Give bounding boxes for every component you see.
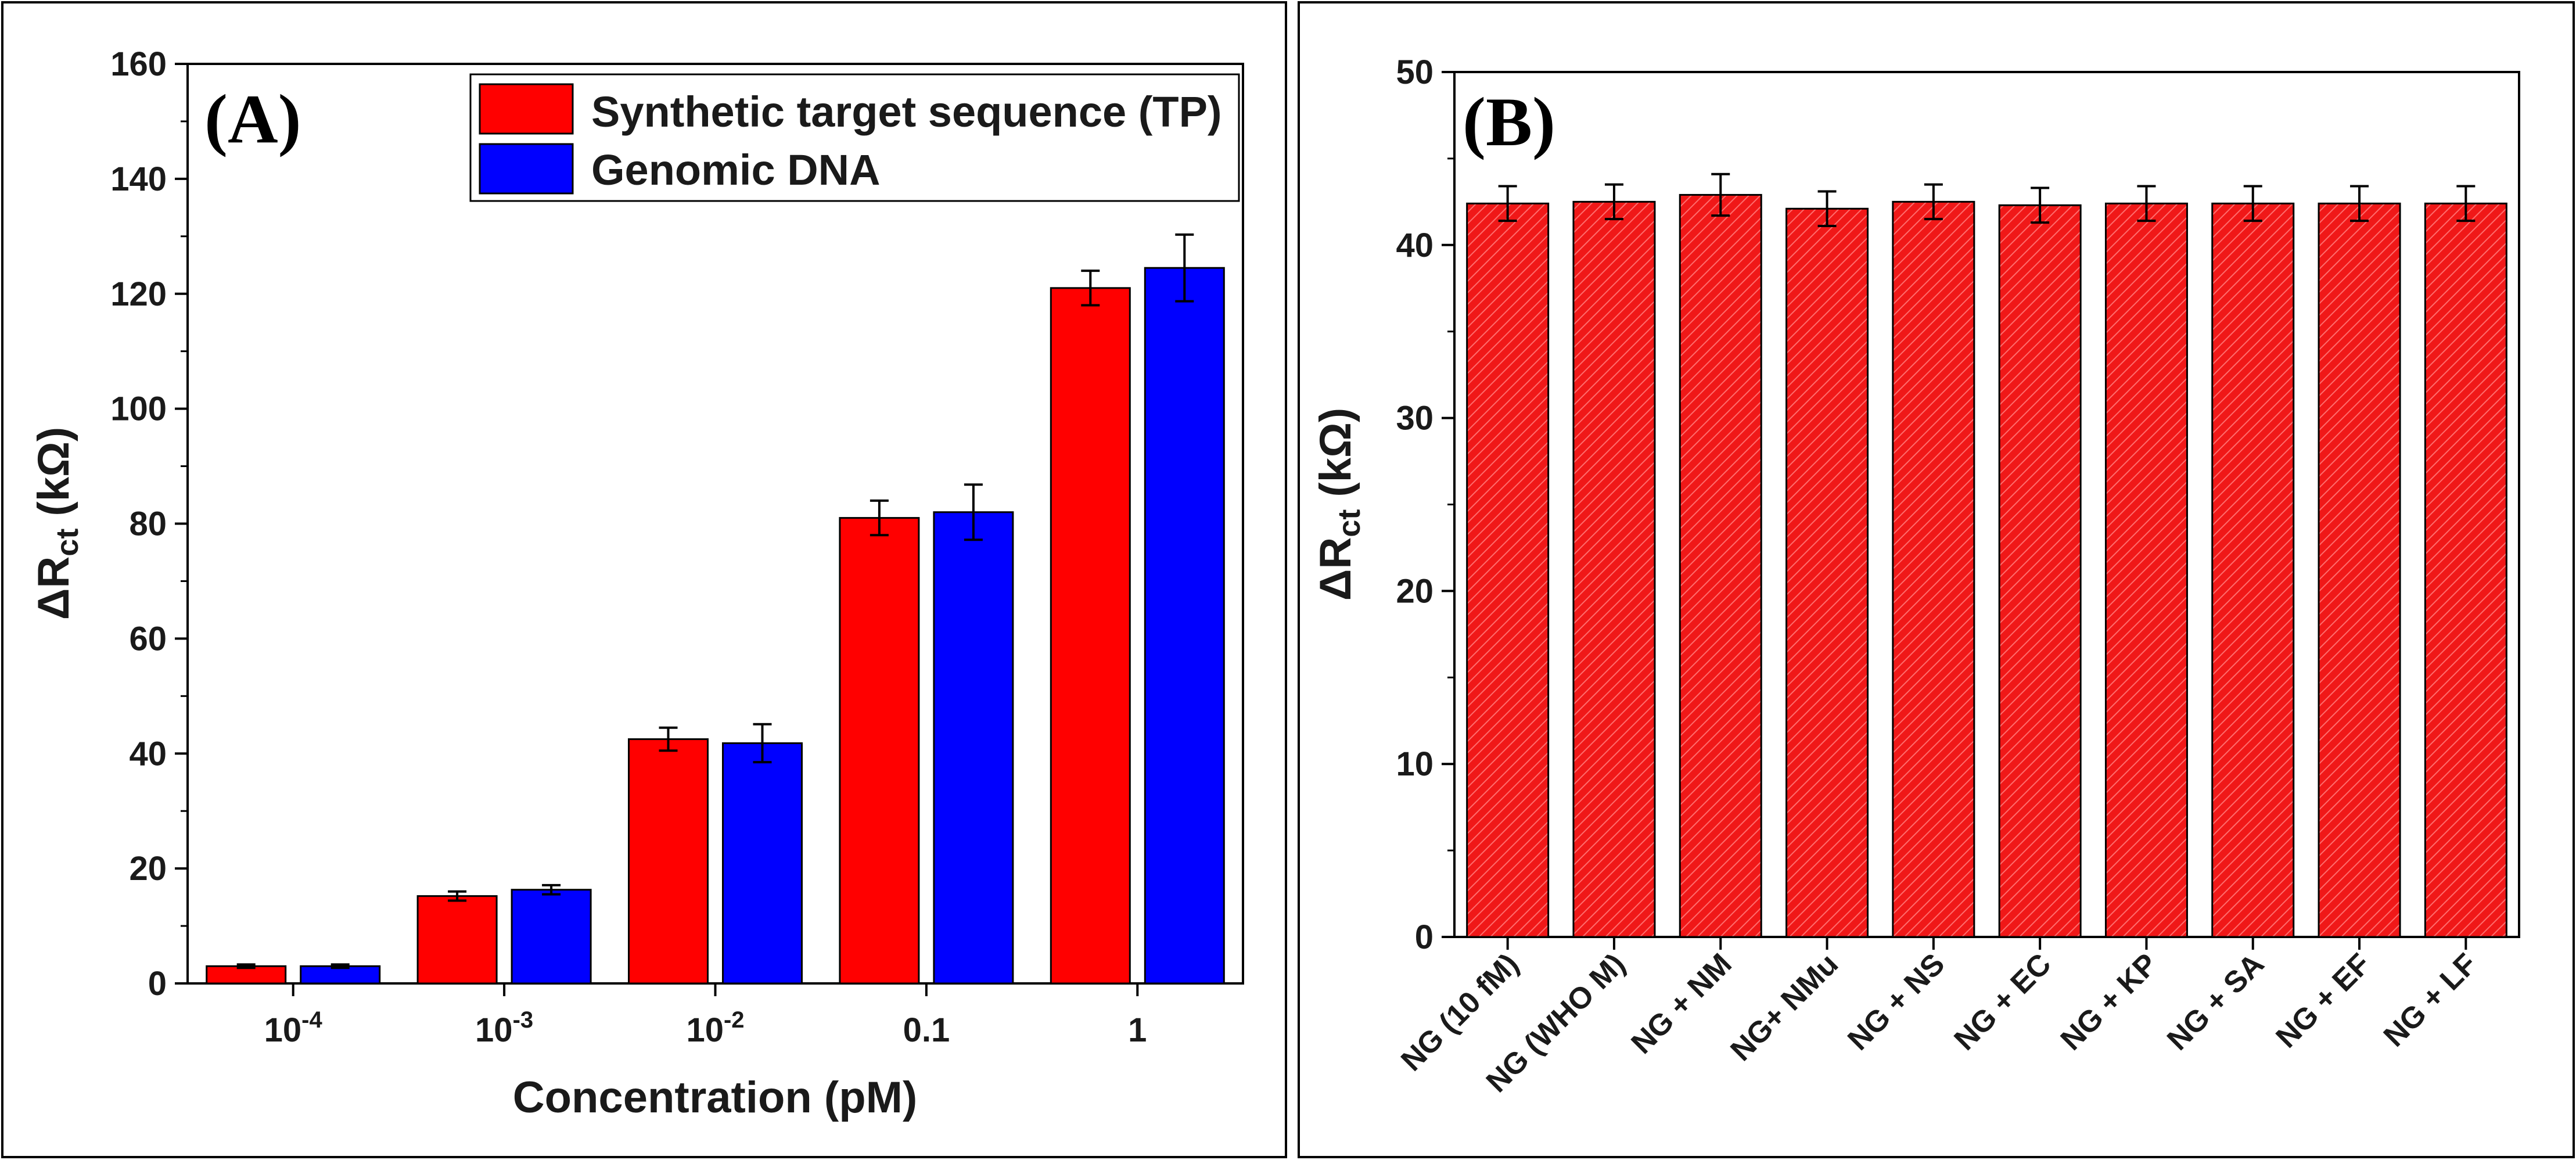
legend-frame bbox=[469, 73, 1240, 202]
panel-b-y-axis-title: ΔRct (kΩ) bbox=[1311, 408, 1367, 601]
panel-a-frame bbox=[1, 1, 1287, 1158]
error-bar bbox=[1175, 233, 1194, 303]
y-tick-label: 120 bbox=[110, 275, 167, 313]
bar-4 bbox=[1892, 200, 1975, 938]
x-tick-label: 10-3 bbox=[475, 1007, 533, 1049]
y-tick-label: 30 bbox=[1396, 400, 1433, 437]
error-bar bbox=[2350, 185, 2369, 222]
bar-genomic-3 bbox=[933, 511, 1014, 985]
panel-a-label: (A) bbox=[204, 80, 301, 157]
error-bar bbox=[964, 483, 983, 541]
bar-genomic-2 bbox=[722, 742, 803, 985]
x-tick-label: NG + SA bbox=[2161, 947, 2270, 1057]
bar-synthetic-1 bbox=[416, 895, 498, 985]
panel-a-y-axis-title: ΔRct (kΩ) bbox=[29, 427, 85, 620]
panel-a: 0 20 40 60 80 100 120 140 160 10-4 10-3 10-2 0.1 1 (… bbox=[29, 45, 1244, 1122]
panel-b: 0 10 20 30 40 50 NG (10 fM)NG (WHO M)NG + NMN… bbox=[1311, 53, 2520, 1099]
x-tick-label: NG + EF bbox=[2269, 947, 2377, 1054]
legend-swatch-genomic bbox=[479, 143, 574, 195]
bar-9 bbox=[2424, 202, 2507, 938]
error-bar bbox=[1604, 183, 1623, 221]
legend-label-genomic: Genomic DNA bbox=[591, 146, 881, 194]
x-tick-label: 10-4 bbox=[264, 1007, 323, 1049]
panel-a-x-axis: 10-4 10-3 10-2 0.1 1 bbox=[264, 983, 1147, 1049]
error-bar bbox=[1498, 185, 1517, 222]
y-tick-label: 20 bbox=[1396, 572, 1433, 610]
bar-3 bbox=[1785, 207, 1869, 938]
y-tick-label: 50 bbox=[1396, 53, 1433, 91]
y-tick-label: 80 bbox=[129, 505, 167, 543]
error-bar bbox=[1924, 183, 1943, 221]
error-bar bbox=[2137, 185, 2156, 222]
bar-2 bbox=[1679, 193, 1762, 938]
panel-a-x-axis-title: Concentration (pM) bbox=[513, 1073, 918, 1122]
bar-7 bbox=[2211, 202, 2295, 938]
bar-8 bbox=[2318, 202, 2401, 938]
error-bar bbox=[1817, 190, 1837, 228]
legend-swatch-synthetic bbox=[479, 83, 574, 135]
x-tick-label: 0.1 bbox=[903, 1011, 950, 1049]
x-tick-label: NG+ NMu bbox=[1724, 947, 1845, 1068]
panel-b-y-axis: 0 10 20 30 40 50 bbox=[1396, 53, 1454, 956]
error-bar bbox=[753, 723, 772, 764]
y-tick-label: 100 bbox=[110, 390, 167, 428]
x-tick-label: NG + KP bbox=[2054, 947, 2164, 1057]
y-tick-label: 20 bbox=[129, 850, 167, 888]
error-bar bbox=[659, 726, 678, 752]
x-tick-label: NG + NM bbox=[1625, 947, 1738, 1060]
bar-synthetic-2 bbox=[628, 738, 709, 985]
panel-a-bars bbox=[206, 233, 1225, 985]
x-tick-label: NG + EC bbox=[1948, 947, 2057, 1057]
y-tick-label: 160 bbox=[110, 45, 167, 83]
error-bar bbox=[1081, 270, 1100, 307]
error-bar bbox=[870, 499, 889, 537]
y-tick-label: 140 bbox=[110, 160, 167, 198]
bar-genomic-1 bbox=[511, 889, 592, 985]
bar-genomic-4 bbox=[1144, 267, 1225, 985]
panel-a-legend: Synthetic target sequence (TP) Genomic D… bbox=[469, 73, 1240, 202]
bar-synthetic-4 bbox=[1050, 287, 1131, 985]
bar-1 bbox=[1572, 200, 1656, 938]
y-tick-label: 0 bbox=[148, 965, 167, 1003]
x-tick-label: NG + LF bbox=[2377, 947, 2484, 1053]
legend-label-synthetic: Synthetic target sequence (TP) bbox=[591, 88, 1222, 136]
error-bar bbox=[330, 963, 350, 969]
y-tick-label: 60 bbox=[129, 620, 167, 658]
error-bar bbox=[2243, 185, 2262, 222]
error-bar bbox=[2456, 185, 2476, 222]
bar-6 bbox=[2104, 202, 2188, 938]
error-bar bbox=[448, 890, 467, 902]
bar-0 bbox=[1466, 202, 1550, 938]
error-bar bbox=[2031, 186, 2050, 224]
panel-a-y-axis: 0 20 40 60 80 100 120 140 160 bbox=[110, 45, 188, 1003]
error-bar bbox=[542, 884, 561, 896]
y-tick-label: 10 bbox=[1396, 745, 1433, 783]
y-tick-label: 40 bbox=[129, 735, 167, 773]
bar-5 bbox=[1998, 204, 2082, 938]
x-tick-label: 1 bbox=[1128, 1011, 1147, 1049]
error-bar bbox=[236, 963, 256, 969]
y-tick-label: 0 bbox=[1415, 918, 1433, 956]
panel-b-frame bbox=[1298, 1, 2575, 1158]
error-bar bbox=[1711, 173, 1730, 217]
panel-b-label: (B) bbox=[1463, 83, 1555, 160]
x-tick-label: 10-2 bbox=[686, 1007, 744, 1049]
panel-b-bars bbox=[1466, 173, 2507, 938]
bar-synthetic-3 bbox=[839, 517, 920, 985]
y-tick-label: 40 bbox=[1396, 227, 1433, 264]
x-tick-label: NG + NS bbox=[1841, 947, 1951, 1057]
